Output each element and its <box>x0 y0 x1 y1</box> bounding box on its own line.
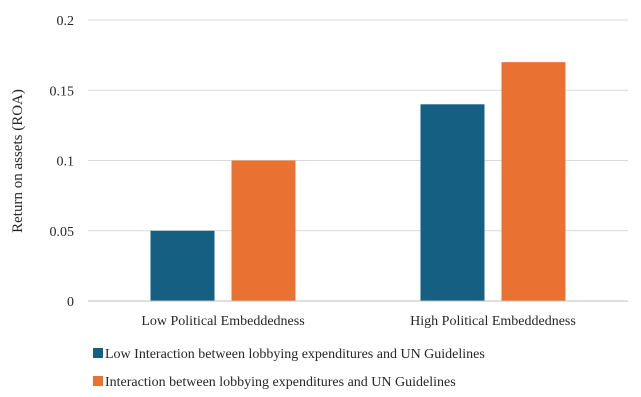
legend-swatch <box>93 376 103 386</box>
bar <box>231 160 296 301</box>
bar <box>150 230 215 301</box>
y-axis-ticks: 0 0.05 0.1 0.15 0.2 <box>50 14 75 310</box>
y-tick-label: 0.05 <box>50 225 75 240</box>
y-tick-label: 0.15 <box>50 84 75 99</box>
y-tick-label: 0 <box>67 295 74 310</box>
legend-swatch <box>93 348 103 358</box>
bar <box>420 104 485 301</box>
y-axis-title: Return on assets (ROA) <box>10 89 26 233</box>
bar <box>501 62 566 302</box>
x-tick-label: Low Political Embeddedness <box>141 314 304 329</box>
y-tick-label: 0.2 <box>57 14 75 29</box>
x-axis-ticks: Low Political Embeddedness High Political… <box>141 314 575 329</box>
legend: Low Interaction between lobbying expendi… <box>93 347 485 390</box>
legend-label: Low Interaction between lobbying expendi… <box>105 347 485 362</box>
y-tick-label: 0.1 <box>57 155 75 170</box>
x-tick-label: High Political Embeddedness <box>410 314 576 329</box>
legend-label: Interaction between lobbying expenditure… <box>105 375 456 390</box>
bars <box>150 62 566 302</box>
